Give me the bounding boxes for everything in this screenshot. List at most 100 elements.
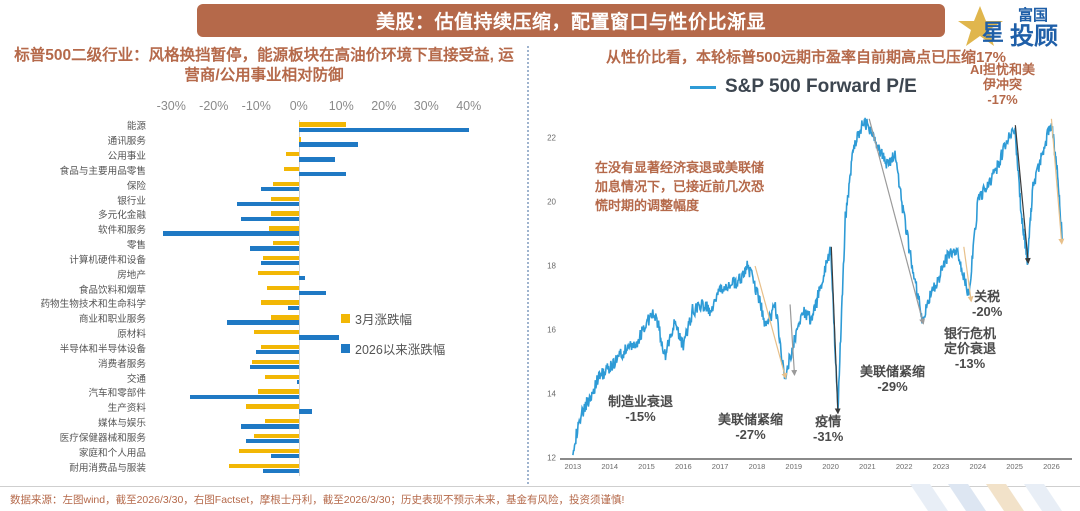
svg-text:投顾: 投顾 <box>1010 23 1058 50</box>
bar-ytd <box>162 231 299 236</box>
drawdown-arrow <box>963 246 974 303</box>
right-chart-panel: 从性价比看，本轮标普500远期市盈率自前期高点已压缩17% S&P 500 Fo… <box>530 44 1080 484</box>
bar-chart-row: 银行业 <box>0 194 527 209</box>
series-path <box>572 117 1064 456</box>
bar-ytd <box>260 186 299 192</box>
bar-current-month <box>258 270 299 276</box>
category-label: 家庭和个人用品 <box>78 447 146 459</box>
svg-text:富国: 富国 <box>1018 6 1048 24</box>
year-tick-label: 2023 <box>932 462 950 471</box>
y-tick-label: 20 <box>547 197 556 207</box>
footer-source-note: 数据来源：左图wind，截至2026/3/30，右图Factset，摩根士丹利，… <box>10 494 625 506</box>
year-tick-label: 2020 <box>822 462 839 471</box>
header-banner: 美股：估值持续压缩，配置窗口与性价比渐显 <box>197 4 945 37</box>
category-label: 半导体和半导体设备 <box>59 343 146 355</box>
drawdown-arrow <box>789 304 798 376</box>
category-label: 消费者服务 <box>98 358 146 370</box>
bar-ytd <box>249 364 299 370</box>
legend-swatch <box>341 314 350 323</box>
bar-ytd <box>262 468 299 474</box>
left-chart-x-axis: -30% -20% -10% 0% 10% 20% 30% 40% <box>150 99 490 117</box>
chart-annotation: 银行危机 定价衰退 -13% <box>944 326 996 371</box>
category-label: 医疗保健器械和服务 <box>59 432 146 444</box>
bar-ytd <box>190 394 299 399</box>
category-label: 通讯服务 <box>107 136 146 148</box>
year-tick-label: 2015 <box>638 462 655 471</box>
category-label: 耐用消费品与服装 <box>69 462 146 474</box>
bar-chart-row: 交通 <box>0 372 527 387</box>
bar-chart-row: 商业和职业服务 <box>0 313 527 328</box>
series-line-swatch <box>690 85 716 89</box>
annotation-value: -31% <box>813 429 844 444</box>
y-tick-label: 22 <box>547 133 556 143</box>
year-tick-label: 2021 <box>859 462 876 471</box>
year-tick-label: 2025 <box>1006 462 1023 471</box>
year-tick-label: 2013 <box>564 462 582 471</box>
bar-current-month <box>245 404 299 409</box>
year-tick-label: 2016 <box>674 462 692 471</box>
bar-chart-row: 家庭和个人用品 <box>0 446 527 461</box>
bar-current-month <box>298 137 301 142</box>
x-tick-label: 30% <box>413 99 439 113</box>
year-tick-label: 2024 <box>969 462 987 471</box>
category-label: 食品饮料和烟草 <box>78 284 146 296</box>
bar-current-month <box>260 300 299 305</box>
right-chart-note: 在没有显著经济衰退或美联储加息情况下，已接近前几次恐慌时期的调整幅度 <box>595 160 765 213</box>
x-tick-label: -30% <box>156 99 186 113</box>
right-chart-title: 从性价比看，本轮标普500远期市盈率自前期高点已压缩17% <box>605 49 1007 66</box>
bar-current-month <box>266 285 299 290</box>
x-tick-label: 20% <box>371 99 397 113</box>
bar-chart-row: 消费者服务 <box>0 357 527 372</box>
bar-chart-row: 耐用消费品与服装 <box>0 461 527 476</box>
bar-ytd <box>298 409 312 414</box>
bar-current-month <box>271 196 299 201</box>
left-chart-legend: 3月涨跌幅 2026以来涨跌幅 <box>341 309 445 369</box>
annotation-value: -17% <box>987 92 1018 107</box>
bar-chart-row: 汽车和零部件 <box>0 387 527 402</box>
legend-swatch <box>341 344 350 353</box>
drawdown-arrow <box>868 118 926 325</box>
bar-chart-row: 软件和服务 <box>0 224 527 239</box>
bar-current-month <box>286 152 299 157</box>
legend-item: 2026以来涨跌幅 <box>341 339 445 358</box>
bar-ytd <box>298 127 469 132</box>
bar-ytd <box>298 275 306 281</box>
bar-ytd <box>298 290 327 296</box>
bar-ytd <box>241 424 299 429</box>
year-tick-label: 2017 <box>711 462 729 471</box>
bar-current-month <box>264 374 299 379</box>
drawdown-arrow <box>1050 118 1065 245</box>
star-icon <box>958 6 1003 46</box>
forward-pe-line <box>572 117 1065 456</box>
bar-ytd <box>260 261 299 266</box>
category-label: 原材料 <box>117 329 146 341</box>
bar-ytd <box>296 379 299 385</box>
x-tick-label: 0% <box>289 99 308 113</box>
bar-current-month <box>283 166 299 172</box>
right-chart-x-axis-line <box>560 458 1072 460</box>
bar-ytd <box>237 201 299 207</box>
corner-decoration <box>910 484 1062 511</box>
bar-ytd <box>226 320 299 325</box>
x-tick-label: 40% <box>456 99 482 113</box>
right-chart-legend: S&P 500 Forward P/E <box>690 76 917 98</box>
bar-ytd <box>245 439 299 444</box>
bar-chart-row: 保险 <box>0 179 527 194</box>
category-label: 媒体与娱乐 <box>98 418 146 430</box>
footer-divider <box>0 486 1080 487</box>
category-label: 汽车和零部件 <box>88 388 146 400</box>
year-tick-label: 2018 <box>748 462 766 471</box>
category-label: 生产资料 <box>107 403 146 415</box>
y-tick-label: 12 <box>547 453 556 463</box>
x-tick-label: -20% <box>199 99 229 113</box>
annotation-value: -15% <box>625 409 656 424</box>
bar-current-month <box>260 344 299 350</box>
bar-ytd <box>249 246 299 251</box>
brand-logo: 星 富国 投顾 <box>958 2 1074 50</box>
bar-current-month <box>269 226 299 231</box>
bar-current-month <box>271 211 299 216</box>
annotation-label: 美联储紧缩 <box>718 412 784 427</box>
bar-ytd <box>298 142 359 147</box>
bar-chart-row: 多元化金融 <box>0 209 527 224</box>
bar-current-month <box>271 315 299 320</box>
